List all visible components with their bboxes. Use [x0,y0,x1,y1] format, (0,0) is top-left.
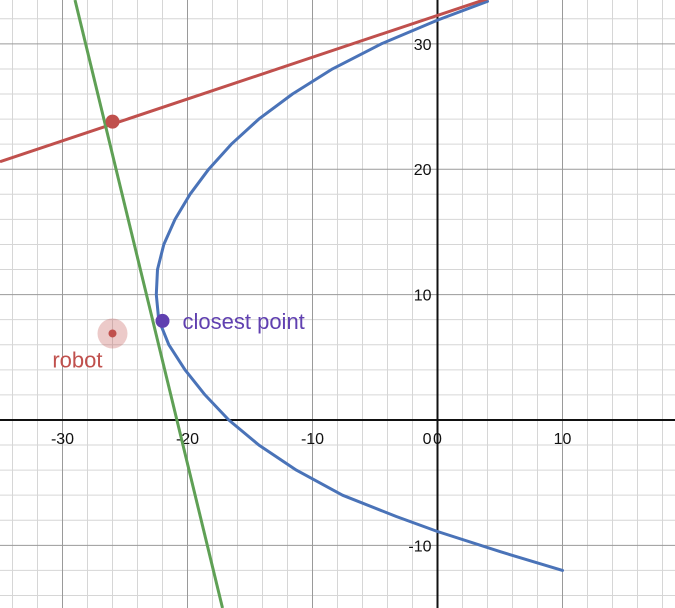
curves [0,0,564,608]
parabola-curve [154,0,564,572]
green-line [73,0,224,608]
y-tick-label: 20 [414,162,432,179]
closest-point [155,313,170,328]
x-tick-label: 0 [433,431,442,448]
points: closest point robot [52,114,305,372]
x-tick-label: -10 [301,431,324,448]
red-line [0,0,488,164]
y-tick-label: 10 [414,288,432,305]
y-tick-label: 30 [414,37,432,54]
x-tick-label: 10 [554,431,572,448]
y-tick-label: -10 [408,538,431,555]
origin-tick-label: 0 [423,431,432,448]
intersection-point [105,114,120,129]
robot-point [108,329,117,338]
robot-label: robot [52,347,102,372]
x-tick-label: -30 [51,431,74,448]
closest-point-label: closest point [183,309,305,334]
